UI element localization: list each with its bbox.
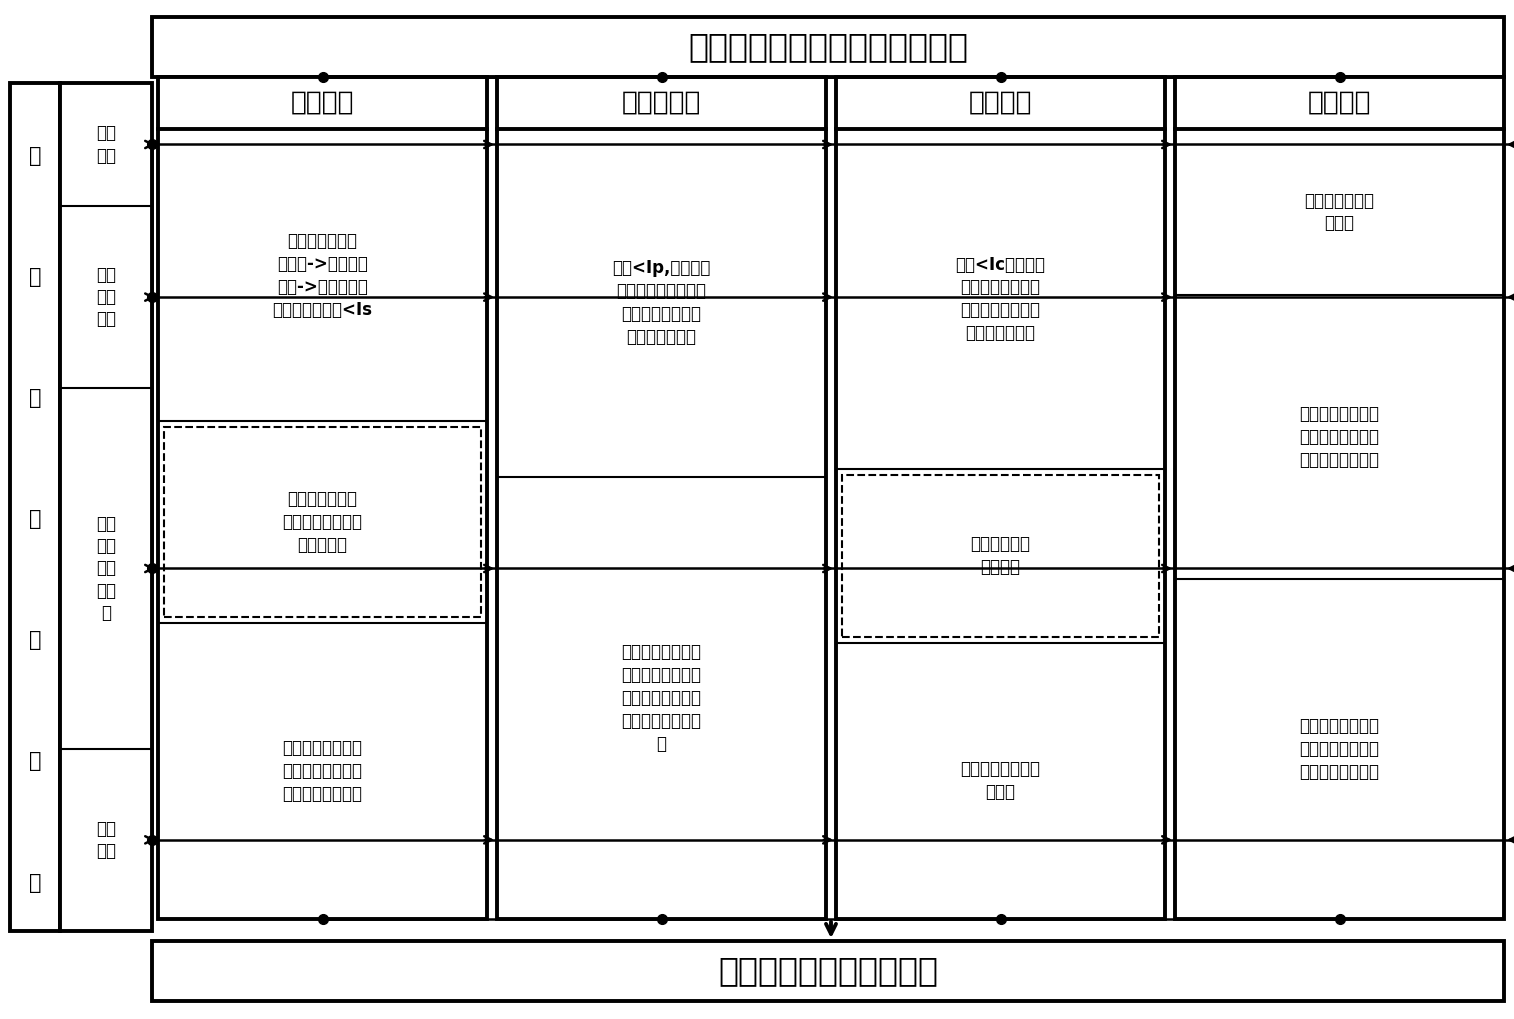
FancyBboxPatch shape xyxy=(842,475,1160,637)
Text: 功: 功 xyxy=(29,267,41,286)
FancyBboxPatch shape xyxy=(11,83,61,931)
Text: 节点功能模块超低功耗设计方法: 节点功能模块超低功耗设计方法 xyxy=(687,31,967,63)
Text: 满足超低功耗要求的节点: 满足超低功耗要求的节点 xyxy=(718,955,939,987)
Text: 电源由模拟开关选
通控制: 电源由模拟开关选 通控制 xyxy=(960,760,1040,801)
Text: 要: 要 xyxy=(29,751,41,771)
FancyBboxPatch shape xyxy=(497,77,827,919)
Text: 通信模块: 通信模块 xyxy=(969,90,1033,116)
Text: 功耗
分析
估算: 功耗 分析 估算 xyxy=(95,266,117,328)
Text: 采用模拟开关选通
多路电源及输出，
优化负载配置范围: 采用模拟开关选通 多路电源及输出， 优化负载配置范围 xyxy=(1299,406,1379,469)
Text: 根据输入输出由微
控制器动态切换供
电及调整输出方式: 根据输入输出由微 控制器动态切换供 电及调整输出方式 xyxy=(1299,717,1379,781)
FancyBboxPatch shape xyxy=(61,83,151,931)
Text: 传感模块: 传感模块 xyxy=(291,90,354,116)
Text: 器件
选择: 器件 选择 xyxy=(95,124,117,165)
Text: 分模块、低频工作
为主、控制模块时
序、主导工作电压
休眠时直接电池供
电: 分模块、低频工作 为主、控制模块时 序、主导工作电压 休眠时直接电池供 电 xyxy=(622,643,701,753)
FancyBboxPatch shape xyxy=(157,77,488,919)
FancyBboxPatch shape xyxy=(151,17,1503,77)
FancyBboxPatch shape xyxy=(151,941,1503,1001)
Text: 耗: 耗 xyxy=(29,388,41,408)
Text: 高能效电压调整
稳压器: 高能效电压调整 稳压器 xyxy=(1305,192,1375,232)
Text: 电流<Ip,有不同功
耗模式，分模块工作
低功耗控制器及相
匹配的外围器件: 电流<Ip,有不同功 耗模式，分模块工作 低功耗控制器及相 匹配的外围器件 xyxy=(612,260,710,346)
Text: 工作
方式
参数
与时
序: 工作 方式 参数 与时 序 xyxy=(95,515,117,622)
FancyBboxPatch shape xyxy=(164,427,481,616)
Text: 电流<Ic且接收电
流小、侦听功耗低
并可休眠，不同工
作模式下流不同: 电流<Ic且接收电 流小、侦听功耗低 并可休眠，不同工 作模式下流不同 xyxy=(955,256,1046,342)
Text: 模拟开关选通不同
单元的供电，单独
配置特殊要求电源: 模拟开关选通不同 单元的供电，单独 配置特殊要求电源 xyxy=(283,739,362,803)
FancyBboxPatch shape xyxy=(1175,77,1503,919)
FancyBboxPatch shape xyxy=(836,77,1164,919)
Text: 低: 低 xyxy=(29,146,41,166)
Text: 处理器模块: 处理器模块 xyxy=(622,90,701,116)
Text: 启动受控、空
闲时关闭: 启动受控、空 闲时关闭 xyxy=(970,535,1031,576)
Text: 计: 计 xyxy=(29,631,41,650)
Text: 设: 设 xyxy=(29,510,41,529)
Text: 电源模块: 电源模块 xyxy=(1308,90,1372,116)
Text: 设置触发功能，
外源型传感器受控
或触发启动: 设置触发功能， 外源型传感器受控 或触发启动 xyxy=(283,490,362,554)
Text: 素: 素 xyxy=(29,872,41,893)
Text: 器件选择顺序：
自源型->低功耗外
源型->自源型与外
源型配合，电流<Is: 器件选择顺序： 自源型->低功耗外 源型->自源型与外 源型配合，电流<Is xyxy=(273,231,372,319)
Text: 供电
方式: 供电 方式 xyxy=(95,819,117,860)
